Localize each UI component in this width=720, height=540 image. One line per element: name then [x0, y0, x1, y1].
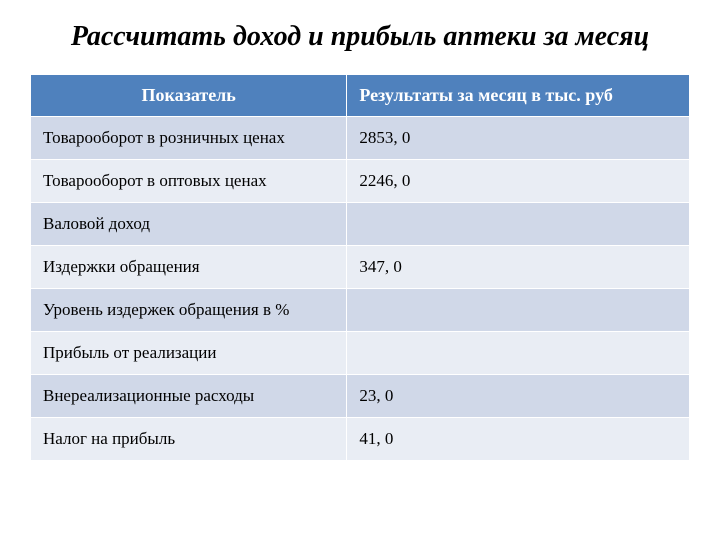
table-row: Издержки обращения 347, 0: [31, 245, 690, 288]
financial-table: Показатель Результаты за месяц в тыс. ру…: [30, 74, 690, 461]
table-row: Уровень издержек обращения в %: [31, 288, 690, 331]
cell-indicator: Товарооборот в розничных ценах: [31, 116, 347, 159]
table-row: Товарооборот в оптовых ценах 2246, 0: [31, 159, 690, 202]
cell-value: [347, 331, 690, 374]
cell-indicator: Валовой доход: [31, 202, 347, 245]
table-row: Внереализационные расходы 23, 0: [31, 374, 690, 417]
table-row: Товарооборот в розничных ценах 2853, 0: [31, 116, 690, 159]
cell-value: [347, 288, 690, 331]
cell-value: [347, 202, 690, 245]
table-row: Прибыль от реализации: [31, 331, 690, 374]
cell-value: 2853, 0: [347, 116, 690, 159]
cell-value: 347, 0: [347, 245, 690, 288]
cell-indicator: Налог на прибыль: [31, 417, 347, 460]
table-row: Валовой доход: [31, 202, 690, 245]
cell-indicator: Издержки обращения: [31, 245, 347, 288]
cell-indicator: Внереализационные расходы: [31, 374, 347, 417]
column-header-value: Результаты за месяц в тыс. руб: [347, 74, 690, 116]
table-row: Налог на прибыль 41, 0: [31, 417, 690, 460]
cell-value: 2246, 0: [347, 159, 690, 202]
cell-value: 23, 0: [347, 374, 690, 417]
cell-indicator: Уровень издержек обращения в %: [31, 288, 347, 331]
cell-value: 41, 0: [347, 417, 690, 460]
cell-indicator: Товарооборот в оптовых ценах: [31, 159, 347, 202]
column-header-indicator: Показатель: [31, 74, 347, 116]
cell-indicator: Прибыль от реализации: [31, 331, 347, 374]
page-title: Рассчитать доход и прибыль аптеки за мес…: [30, 20, 690, 54]
table-header-row: Показатель Результаты за месяц в тыс. ру…: [31, 74, 690, 116]
